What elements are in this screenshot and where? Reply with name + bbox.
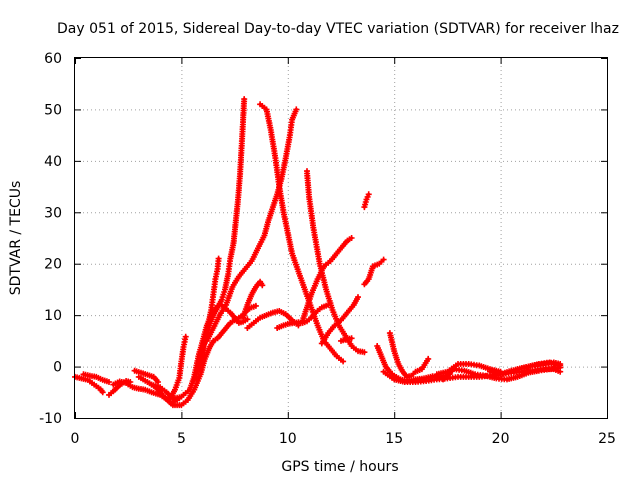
data-point-marker [340, 358, 347, 365]
x-tick-label: 5 [177, 431, 186, 447]
y-tick-label: 30 [44, 205, 62, 221]
y-tick-label: 10 [44, 308, 62, 324]
data-point-marker [365, 191, 372, 198]
data-point-marker [241, 96, 248, 103]
y-tick-label: 20 [44, 257, 62, 273]
series-track-19 [338, 335, 355, 344]
data-point-marker [380, 256, 387, 263]
data-point-marker [348, 235, 355, 241]
series-track-11 [203, 106, 300, 344]
chart-title: Day 051 of 2015, Sidereal Day-to-day VTE… [57, 21, 619, 37]
data-point-marker [244, 316, 251, 323]
data-point-marker [99, 389, 106, 396]
series-track-28 [514, 359, 564, 373]
y-tick-label: 40 [44, 154, 62, 170]
data-point-marker [106, 379, 112, 385]
y-tick-label: -10 [39, 411, 62, 427]
y-tick-label: 50 [44, 102, 62, 118]
series-track-18 [318, 294, 361, 347]
series-track-26 [440, 364, 564, 383]
series-track-01 [72, 373, 106, 396]
y-tick-label: 0 [53, 360, 62, 376]
data-point-marker [348, 335, 355, 342]
plot-frame [74, 57, 608, 419]
data-point-marker [293, 106, 300, 113]
series-track-02 [80, 371, 112, 385]
series-track-20 [361, 256, 387, 288]
x-tick-label: 25 [598, 431, 616, 447]
series-layer [72, 96, 564, 409]
x-tick-label: 15 [385, 431, 403, 447]
data-point-marker [252, 302, 259, 309]
x-tick-label: 10 [279, 431, 297, 447]
data-point-marker [259, 282, 266, 289]
series-track-16 [299, 235, 355, 324]
series-track-23 [386, 330, 432, 380]
data-point-marker [215, 255, 222, 262]
data-point-marker [557, 362, 564, 369]
series-track-17 [304, 168, 368, 356]
series-track-21 [361, 191, 372, 211]
y-axis-label: SDTVAR / TECUs [8, 181, 24, 296]
y-tick-label: 60 [44, 51, 62, 67]
series-track-10 [197, 96, 248, 360]
x-axis-label: GPS time / hours [281, 459, 398, 475]
gridlines [75, 58, 607, 418]
x-tick-label: 20 [492, 431, 510, 447]
data-point-marker [182, 333, 189, 340]
data-point-marker [361, 349, 368, 356]
x-tick-label: 0 [71, 431, 80, 447]
series-track-12 [240, 278, 266, 321]
data-point-marker [425, 355, 432, 362]
data-point-marker [355, 294, 361, 301]
axis-ticks: 0 5 10 15 20 25 -10 0 10 20 30 40 50 60 [39, 51, 616, 447]
